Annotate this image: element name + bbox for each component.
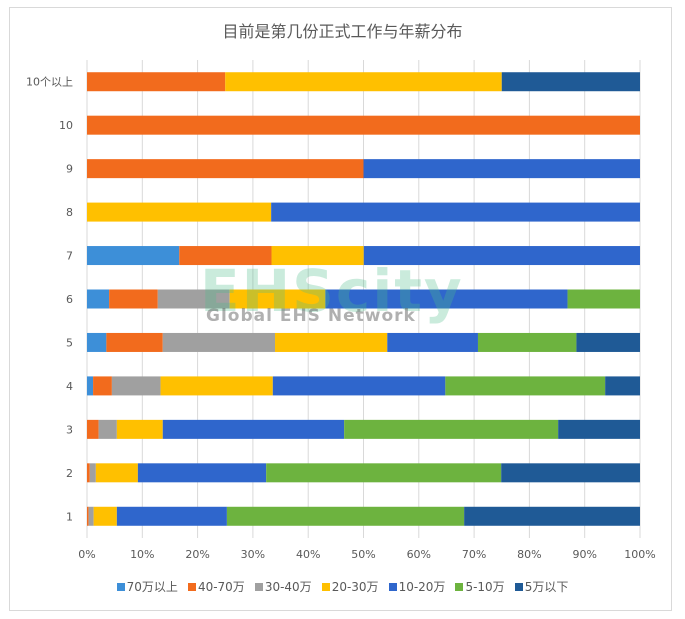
bar-segment-40-70万 — [87, 115, 640, 135]
y-category-label: 6 — [66, 293, 73, 306]
x-tick-label: 50% — [351, 548, 375, 561]
legend-label: 40-70万 — [197, 580, 245, 594]
bar-segment-10-20万 — [137, 463, 267, 483]
bar-segment-20-30万 — [116, 419, 163, 439]
legend-swatch — [514, 582, 523, 591]
legend-swatch — [455, 582, 464, 591]
bar-segment-20-30万 — [225, 72, 502, 92]
legend-item: 5-10万 — [455, 578, 505, 595]
bar-segment-20-30万 — [229, 289, 326, 309]
bar-segment-10-20万 — [271, 202, 640, 222]
bar-segment-70万以上 — [87, 246, 180, 266]
legend-item: 5万以下 — [514, 578, 569, 595]
bar-segment-30-40万 — [98, 419, 117, 439]
legend-label: 5-10万 — [465, 580, 505, 594]
legend-swatch — [116, 582, 125, 591]
bar-segment-40-70万 — [179, 246, 272, 266]
bar-segment-5-10万 — [344, 419, 559, 439]
bar-segment-20-30万 — [95, 463, 138, 483]
y-category-label: 8 — [66, 206, 73, 219]
bar-segment-20-30万 — [271, 246, 364, 266]
x-tick-label: 100% — [624, 548, 655, 561]
bar-segment-10-20万 — [162, 419, 345, 439]
bar-segment-10-20万 — [116, 506, 227, 526]
bar-segment-10-20万 — [363, 159, 640, 179]
bar-segment-30-40万 — [111, 376, 161, 396]
legend-swatch — [187, 582, 196, 591]
bar-segment-5-10万 — [567, 289, 640, 309]
bar-segment-40-70万 — [87, 463, 90, 483]
x-tick-label: 30% — [241, 548, 265, 561]
bar-segment-30-40万 — [162, 332, 276, 352]
legend: 70万以上 40-70万 30-40万 20-30万 10-20万 5-10万 5万以下 — [0, 578, 685, 595]
legend-label: 30-40万 — [264, 580, 312, 594]
y-category-label: 3 — [66, 423, 73, 436]
bar-segment-5万以下 — [501, 72, 640, 92]
legend-swatch — [388, 582, 397, 591]
legend-item: 10-20万 — [388, 578, 446, 595]
bar-segment-40-70万 — [109, 289, 158, 309]
bar-segment-20-30万 — [275, 332, 388, 352]
bar-segment-30-40万 — [88, 506, 94, 526]
legend-swatch — [321, 582, 330, 591]
legend-label: 10-20万 — [398, 580, 446, 594]
bar-segment-40-70万 — [87, 159, 364, 179]
x-tick-label: 20% — [185, 548, 209, 561]
bar-segment-5-10万 — [477, 332, 577, 352]
bar-segment-5万以下 — [605, 376, 640, 396]
bar-segment-5-10万 — [445, 376, 606, 396]
x-tick-label: 40% — [296, 548, 320, 561]
x-tick-label: 0% — [78, 548, 95, 561]
bar-segment-10-20万 — [387, 332, 478, 352]
bar-segment-5万以下 — [558, 419, 640, 439]
x-tick-label: 90% — [572, 548, 596, 561]
x-tick-label: 80% — [517, 548, 541, 561]
bar-segment-30-40万 — [89, 463, 96, 483]
bar-segment-40-70万 — [106, 332, 163, 352]
bar-segment-10-20万 — [272, 376, 446, 396]
bar-segment-40-70万 — [93, 376, 112, 396]
legend-item: 40-70万 — [187, 578, 245, 595]
bar-segment-5-10万 — [266, 463, 502, 483]
bar-segment-5万以下 — [501, 463, 640, 483]
x-tick-label: 10% — [130, 548, 154, 561]
bar-segment-5万以下 — [576, 332, 640, 352]
bar-segment-10-20万 — [363, 246, 640, 266]
bar-segment-30-40万 — [157, 289, 230, 309]
bar-segment-5-10万 — [226, 506, 465, 526]
y-category-label: 7 — [66, 250, 73, 263]
legend-item: 30-40万 — [254, 578, 312, 595]
y-category-label: 1 — [66, 510, 73, 523]
y-category-label: 4 — [66, 380, 73, 393]
bar-segment-20-30万 — [160, 376, 273, 396]
x-tick-label: 60% — [407, 548, 431, 561]
bar-segment-10-20万 — [325, 289, 568, 309]
bar-segment-70万以上 — [87, 332, 107, 352]
legend-label: 70万以上 — [126, 580, 178, 594]
bar-segment-40-70万 — [87, 506, 89, 526]
bar-segment-70万以上 — [87, 376, 94, 396]
bar-segment-20-30万 — [93, 506, 117, 526]
bar-segment-5万以下 — [464, 506, 640, 526]
legend-item: 70万以上 — [116, 578, 178, 595]
bar-segment-40-70万 — [87, 419, 99, 439]
y-category-label: 10 — [59, 119, 73, 132]
y-category-label: 9 — [66, 163, 73, 176]
y-category-label: 2 — [66, 467, 73, 480]
legend-swatch — [254, 582, 263, 591]
chart-title: 目前是第几份正式工作与年薪分布 — [222, 22, 463, 41]
bar-segment-70万以上 — [87, 289, 110, 309]
y-category-label: 10个以上 — [26, 76, 73, 89]
bar-segment-20-30万 — [87, 202, 272, 222]
x-tick-label: 70% — [462, 548, 486, 561]
bar-segment-40-70万 — [87, 72, 226, 92]
y-category-label: 5 — [66, 336, 73, 349]
legend-label: 5万以下 — [524, 580, 569, 594]
legend-item: 20-30万 — [321, 578, 379, 595]
legend-label: 20-30万 — [331, 580, 379, 594]
